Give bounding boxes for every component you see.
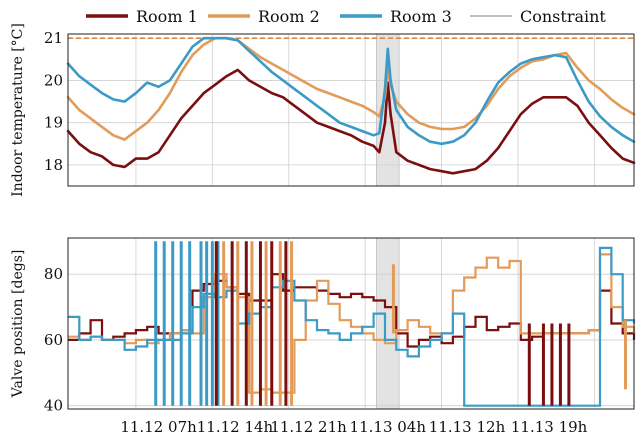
series-line-room-2 (66, 36, 636, 141)
y-tick-label: 18 (44, 156, 63, 174)
y-tick-label: 20 (44, 71, 63, 89)
legend-label-constraint: Constraint (520, 7, 606, 26)
y-axis-label: Indoor temperature [°C] (10, 23, 26, 197)
x-tick-label: 11.13 04h (350, 418, 427, 436)
temperature-panel: 18 19 20 21 Indoor temperature [°C] (10, 23, 636, 197)
y-tick-label: 60 (44, 331, 63, 349)
x-tick-label: 11.12 07h (120, 418, 197, 436)
legend-item-room-1: Room 1 (86, 7, 198, 26)
x-tick-label: 11.13 19h (511, 418, 588, 436)
y-axis-label: Valve position [degs] (10, 250, 26, 399)
legend-item-room-2: Room 2 (208, 7, 320, 26)
series-line-room-3 (68, 246, 636, 407)
series-line-room-1 (68, 273, 636, 348)
x-tick-label: 11.12 21h (270, 418, 347, 436)
legend-item-room-3: Room 3 (340, 7, 452, 26)
series-line-room-1 (66, 68, 636, 175)
legend: Room 1 Room 2 Room 3 Constraint (86, 7, 606, 26)
plot-frame (67, 33, 635, 187)
legend-label-room-3: Room 3 (390, 7, 452, 26)
x-tick-label: 11.12 14h (197, 418, 274, 436)
y-tick-label: 40 (44, 397, 63, 415)
series-line-room-3 (66, 36, 636, 146)
legend-label-room-1: Room 1 (136, 7, 198, 26)
plot-frame (67, 237, 635, 410)
y-tick-label: 80 (44, 265, 63, 283)
y-tick-label: 19 (44, 114, 63, 132)
legend-item-constraint: Constraint (470, 7, 606, 26)
y-tick-label: 21 (44, 29, 63, 47)
legend-label-room-2: Room 2 (258, 7, 320, 26)
series-line-room-2 (68, 253, 636, 394)
x-tick-label: 11.13 12h (429, 418, 506, 436)
